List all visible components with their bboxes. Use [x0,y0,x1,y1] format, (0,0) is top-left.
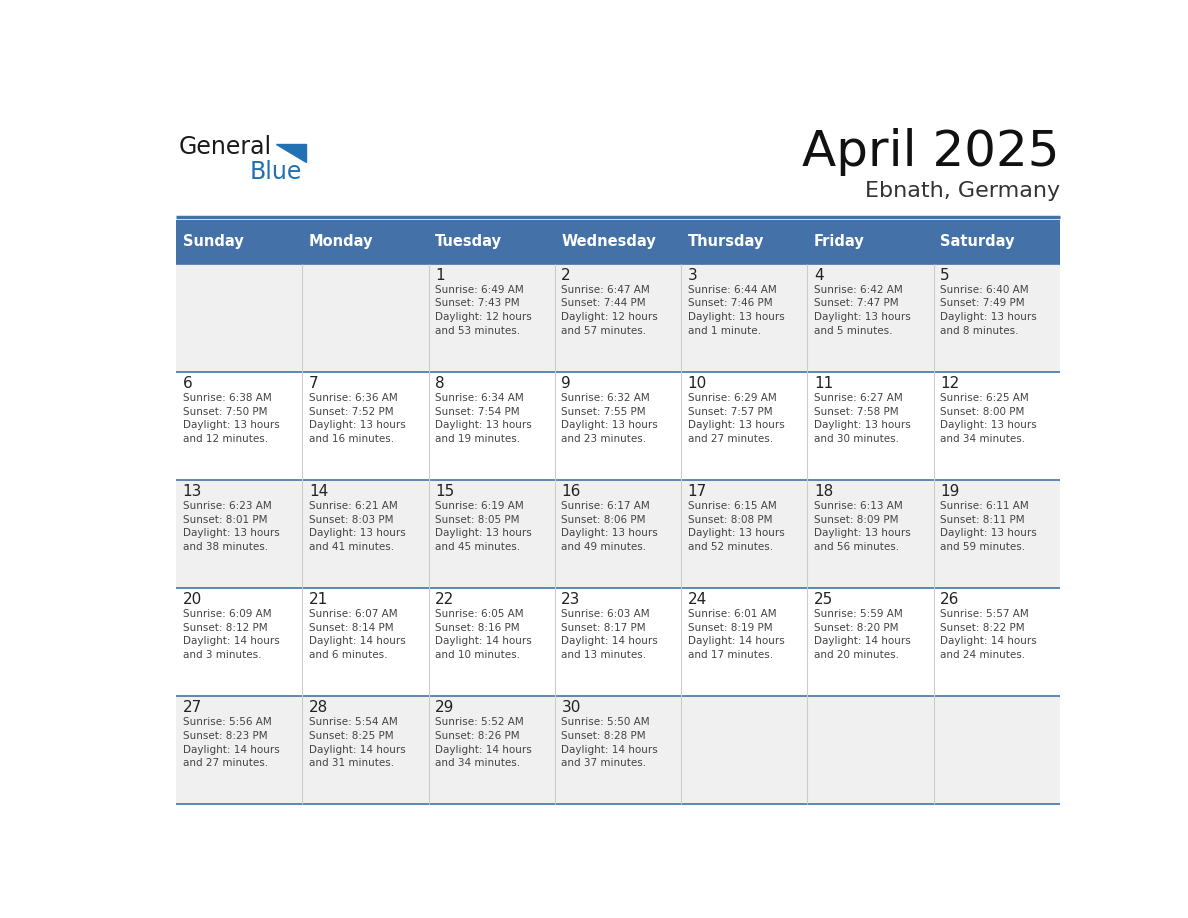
Text: 19: 19 [940,484,960,499]
Text: 30: 30 [562,700,581,715]
Text: 21: 21 [309,592,328,607]
Text: 24: 24 [688,592,707,607]
Text: Sunrise: 6:21 AM
Sunset: 8:03 PM
Daylight: 13 hours
and 41 minutes.: Sunrise: 6:21 AM Sunset: 8:03 PM Dayligh… [309,501,405,552]
Text: 2: 2 [562,268,571,283]
Text: 28: 28 [309,700,328,715]
Text: 6: 6 [183,376,192,391]
FancyBboxPatch shape [176,480,1060,588]
Text: Sunrise: 6:40 AM
Sunset: 7:49 PM
Daylight: 13 hours
and 8 minutes.: Sunrise: 6:40 AM Sunset: 7:49 PM Dayligh… [940,285,1037,336]
FancyBboxPatch shape [176,588,1060,696]
FancyBboxPatch shape [176,219,303,263]
Text: 22: 22 [435,592,454,607]
Text: Sunrise: 6:11 AM
Sunset: 8:11 PM
Daylight: 13 hours
and 59 minutes.: Sunrise: 6:11 AM Sunset: 8:11 PM Dayligh… [940,501,1037,552]
Text: 9: 9 [562,376,571,391]
FancyBboxPatch shape [303,219,429,263]
Text: Sunrise: 5:57 AM
Sunset: 8:22 PM
Daylight: 14 hours
and 24 minutes.: Sunrise: 5:57 AM Sunset: 8:22 PM Dayligh… [940,610,1037,660]
Text: Wednesday: Wednesday [562,234,656,249]
FancyBboxPatch shape [176,263,1060,372]
Text: 8: 8 [435,376,444,391]
Text: Sunrise: 6:09 AM
Sunset: 8:12 PM
Daylight: 14 hours
and 3 minutes.: Sunrise: 6:09 AM Sunset: 8:12 PM Dayligh… [183,610,279,660]
Polygon shape [276,144,307,162]
Text: 25: 25 [814,592,833,607]
Text: Sunrise: 6:38 AM
Sunset: 7:50 PM
Daylight: 13 hours
and 12 minutes.: Sunrise: 6:38 AM Sunset: 7:50 PM Dayligh… [183,393,279,443]
Text: Sunrise: 5:59 AM
Sunset: 8:20 PM
Daylight: 14 hours
and 20 minutes.: Sunrise: 5:59 AM Sunset: 8:20 PM Dayligh… [814,610,911,660]
Text: Sunrise: 6:03 AM
Sunset: 8:17 PM
Daylight: 14 hours
and 13 minutes.: Sunrise: 6:03 AM Sunset: 8:17 PM Dayligh… [562,610,658,660]
Text: 3: 3 [688,268,697,283]
Text: Sunrise: 6:15 AM
Sunset: 8:08 PM
Daylight: 13 hours
and 52 minutes.: Sunrise: 6:15 AM Sunset: 8:08 PM Dayligh… [688,501,784,552]
FancyBboxPatch shape [176,372,1060,480]
Text: 7: 7 [309,376,318,391]
Text: Sunrise: 5:54 AM
Sunset: 8:25 PM
Daylight: 14 hours
and 31 minutes.: Sunrise: 5:54 AM Sunset: 8:25 PM Dayligh… [309,717,405,768]
Text: 13: 13 [183,484,202,499]
Text: Sunrise: 6:36 AM
Sunset: 7:52 PM
Daylight: 13 hours
and 16 minutes.: Sunrise: 6:36 AM Sunset: 7:52 PM Dayligh… [309,393,405,443]
Text: Sunrise: 5:52 AM
Sunset: 8:26 PM
Daylight: 14 hours
and 34 minutes.: Sunrise: 5:52 AM Sunset: 8:26 PM Dayligh… [435,717,532,768]
Text: 16: 16 [562,484,581,499]
FancyBboxPatch shape [176,696,1060,804]
Text: Sunrise: 6:34 AM
Sunset: 7:54 PM
Daylight: 13 hours
and 19 minutes.: Sunrise: 6:34 AM Sunset: 7:54 PM Dayligh… [435,393,532,443]
FancyBboxPatch shape [934,219,1060,263]
Text: 5: 5 [940,268,949,283]
Text: 15: 15 [435,484,454,499]
Text: 27: 27 [183,700,202,715]
FancyBboxPatch shape [681,219,808,263]
Text: Sunrise: 6:25 AM
Sunset: 8:00 PM
Daylight: 13 hours
and 34 minutes.: Sunrise: 6:25 AM Sunset: 8:00 PM Dayligh… [940,393,1037,443]
Text: 12: 12 [940,376,960,391]
Text: Ebnath, Germany: Ebnath, Germany [865,181,1060,201]
Text: Sunrise: 6:27 AM
Sunset: 7:58 PM
Daylight: 13 hours
and 30 minutes.: Sunrise: 6:27 AM Sunset: 7:58 PM Dayligh… [814,393,911,443]
Text: 26: 26 [940,592,960,607]
Text: Sunrise: 6:42 AM
Sunset: 7:47 PM
Daylight: 13 hours
and 5 minutes.: Sunrise: 6:42 AM Sunset: 7:47 PM Dayligh… [814,285,911,336]
Text: Sunrise: 5:50 AM
Sunset: 8:28 PM
Daylight: 14 hours
and 37 minutes.: Sunrise: 5:50 AM Sunset: 8:28 PM Dayligh… [562,717,658,768]
FancyBboxPatch shape [808,219,934,263]
Text: Friday: Friday [814,234,865,249]
Text: Sunrise: 6:29 AM
Sunset: 7:57 PM
Daylight: 13 hours
and 27 minutes.: Sunrise: 6:29 AM Sunset: 7:57 PM Dayligh… [688,393,784,443]
Text: Sunrise: 6:17 AM
Sunset: 8:06 PM
Daylight: 13 hours
and 49 minutes.: Sunrise: 6:17 AM Sunset: 8:06 PM Dayligh… [562,501,658,552]
Text: Tuesday: Tuesday [435,234,503,249]
Text: Sunday: Sunday [183,234,244,249]
Text: Sunrise: 6:47 AM
Sunset: 7:44 PM
Daylight: 12 hours
and 57 minutes.: Sunrise: 6:47 AM Sunset: 7:44 PM Dayligh… [562,285,658,336]
Text: Blue: Blue [249,160,302,184]
Text: Sunrise: 6:05 AM
Sunset: 8:16 PM
Daylight: 14 hours
and 10 minutes.: Sunrise: 6:05 AM Sunset: 8:16 PM Dayligh… [435,610,532,660]
Text: Sunrise: 6:32 AM
Sunset: 7:55 PM
Daylight: 13 hours
and 23 minutes.: Sunrise: 6:32 AM Sunset: 7:55 PM Dayligh… [562,393,658,443]
Text: 14: 14 [309,484,328,499]
Text: 23: 23 [562,592,581,607]
Text: Sunrise: 6:07 AM
Sunset: 8:14 PM
Daylight: 14 hours
and 6 minutes.: Sunrise: 6:07 AM Sunset: 8:14 PM Dayligh… [309,610,405,660]
Text: 18: 18 [814,484,833,499]
Text: 10: 10 [688,376,707,391]
Text: 17: 17 [688,484,707,499]
Text: Sunrise: 5:56 AM
Sunset: 8:23 PM
Daylight: 14 hours
and 27 minutes.: Sunrise: 5:56 AM Sunset: 8:23 PM Dayligh… [183,717,279,768]
Text: Monday: Monday [309,234,373,249]
Text: Sunrise: 6:44 AM
Sunset: 7:46 PM
Daylight: 13 hours
and 1 minute.: Sunrise: 6:44 AM Sunset: 7:46 PM Dayligh… [688,285,784,336]
Text: April 2025: April 2025 [802,128,1060,176]
Text: 4: 4 [814,268,823,283]
FancyBboxPatch shape [555,219,681,263]
Text: General: General [179,135,272,159]
Text: Thursday: Thursday [688,234,764,249]
Text: 11: 11 [814,376,833,391]
FancyBboxPatch shape [429,219,555,263]
Text: Sunrise: 6:23 AM
Sunset: 8:01 PM
Daylight: 13 hours
and 38 minutes.: Sunrise: 6:23 AM Sunset: 8:01 PM Dayligh… [183,501,279,552]
Text: 1: 1 [435,268,444,283]
Text: Saturday: Saturday [940,234,1015,249]
Text: Sunrise: 6:19 AM
Sunset: 8:05 PM
Daylight: 13 hours
and 45 minutes.: Sunrise: 6:19 AM Sunset: 8:05 PM Dayligh… [435,501,532,552]
Text: 29: 29 [435,700,455,715]
Text: Sunrise: 6:13 AM
Sunset: 8:09 PM
Daylight: 13 hours
and 56 minutes.: Sunrise: 6:13 AM Sunset: 8:09 PM Dayligh… [814,501,911,552]
Text: 20: 20 [183,592,202,607]
Text: Sunrise: 6:49 AM
Sunset: 7:43 PM
Daylight: 12 hours
and 53 minutes.: Sunrise: 6:49 AM Sunset: 7:43 PM Dayligh… [435,285,532,336]
Text: Sunrise: 6:01 AM
Sunset: 8:19 PM
Daylight: 14 hours
and 17 minutes.: Sunrise: 6:01 AM Sunset: 8:19 PM Dayligh… [688,610,784,660]
